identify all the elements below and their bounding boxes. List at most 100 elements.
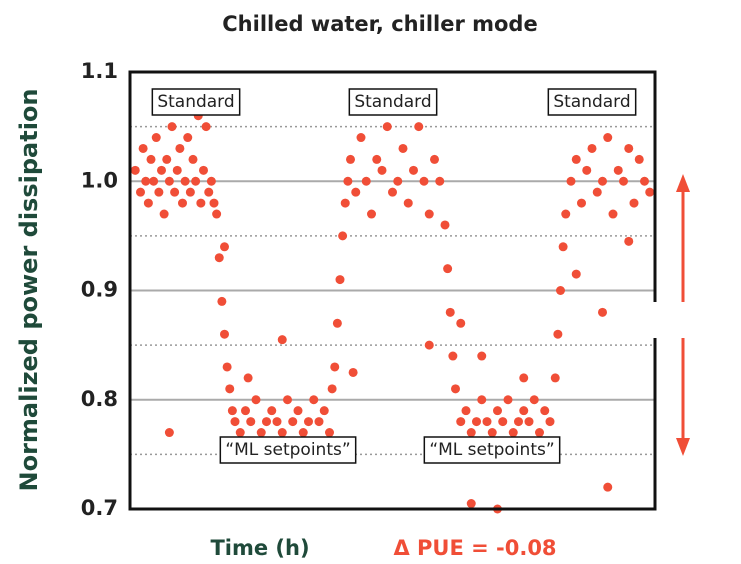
point <box>136 187 145 197</box>
point <box>598 176 607 186</box>
point <box>343 176 353 186</box>
annotation: Standard <box>553 92 630 112</box>
point <box>508 428 518 438</box>
point <box>251 395 261 405</box>
point <box>288 417 298 427</box>
point <box>619 176 628 186</box>
point <box>472 417 481 427</box>
chart-title: Chilled water, chiller mode <box>222 12 537 36</box>
point <box>212 209 222 219</box>
point <box>351 187 361 197</box>
point <box>456 417 466 427</box>
annotation-box <box>219 436 357 464</box>
point <box>185 187 195 197</box>
point <box>550 373 560 383</box>
point <box>556 286 565 295</box>
point <box>514 417 523 427</box>
point <box>592 187 602 197</box>
point <box>608 209 618 219</box>
point <box>246 417 256 427</box>
point <box>398 143 408 153</box>
point <box>196 198 206 208</box>
point <box>571 269 581 279</box>
point <box>451 384 460 394</box>
point <box>634 154 644 164</box>
point <box>154 187 164 197</box>
point <box>582 165 592 175</box>
point <box>466 499 476 509</box>
point <box>164 428 174 438</box>
point <box>424 209 434 219</box>
point <box>561 209 571 219</box>
point <box>409 165 418 175</box>
y-axis-label: Normalized power dissipation <box>15 88 43 491</box>
point <box>419 176 429 186</box>
point <box>540 406 550 416</box>
point <box>201 122 211 132</box>
points <box>130 111 655 514</box>
point <box>498 417 508 427</box>
point <box>338 231 348 241</box>
point <box>256 428 266 438</box>
point <box>624 236 634 246</box>
point <box>613 165 623 175</box>
point <box>267 406 277 416</box>
x-axis-label: Time (h) <box>210 536 309 560</box>
y-tick-label: 0.7 <box>81 496 118 520</box>
point <box>443 264 453 274</box>
grid <box>130 71 655 510</box>
annotation: “ML setpoints” <box>429 440 554 460</box>
point <box>388 187 397 197</box>
point <box>314 417 324 427</box>
point <box>356 133 366 143</box>
point <box>304 417 313 427</box>
point <box>524 417 534 427</box>
point <box>346 154 355 164</box>
arrow-head <box>676 438 690 456</box>
point <box>377 165 387 175</box>
point <box>535 428 544 438</box>
point <box>143 198 153 208</box>
point <box>482 417 492 427</box>
point <box>571 154 581 164</box>
point <box>325 428 334 438</box>
annotation: Standard <box>157 92 234 112</box>
point <box>629 198 639 208</box>
point <box>414 122 424 132</box>
point <box>403 198 413 208</box>
point <box>141 176 151 186</box>
point <box>430 154 439 164</box>
point <box>456 318 466 328</box>
point <box>230 417 240 427</box>
point <box>293 406 303 416</box>
point <box>298 428 308 438</box>
point <box>519 406 529 416</box>
point <box>529 395 539 405</box>
annotation-box <box>423 436 561 464</box>
arrow-head <box>676 174 690 192</box>
point <box>227 406 237 416</box>
point <box>149 176 159 186</box>
point <box>151 133 161 143</box>
annotation-box <box>547 88 637 116</box>
point <box>553 329 563 339</box>
point <box>393 176 403 186</box>
point <box>183 133 193 143</box>
point <box>487 428 497 438</box>
point <box>277 428 287 438</box>
point <box>309 395 319 405</box>
point <box>146 154 156 164</box>
point <box>477 351 487 361</box>
point <box>243 373 253 383</box>
point <box>217 296 227 306</box>
y-tick-label: 1.0 <box>81 168 118 192</box>
point <box>435 176 445 186</box>
point <box>566 176 576 186</box>
point <box>220 329 229 339</box>
point <box>624 143 634 153</box>
point <box>157 165 166 175</box>
point <box>188 154 198 164</box>
point <box>206 176 216 186</box>
point <box>645 187 655 197</box>
y-tick-label: 1.1 <box>81 59 118 83</box>
